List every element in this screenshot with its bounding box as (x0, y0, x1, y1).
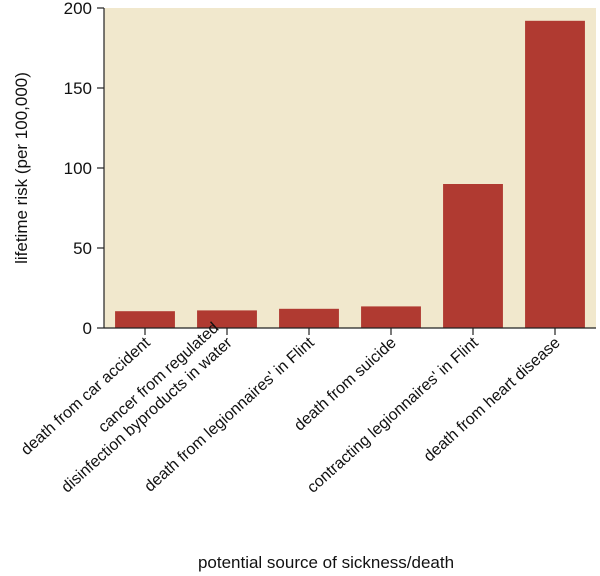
bar (279, 308, 339, 328)
bar (525, 20, 585, 329)
bar (361, 306, 421, 328)
bar (197, 310, 257, 328)
y-axis-label: lifetime risk (per 100,000) (12, 72, 31, 264)
plot-area (104, 8, 596, 328)
category-label: death from heart disease (421, 334, 564, 465)
y-tick-label: 100 (64, 159, 92, 178)
y-tick-label: 150 (64, 79, 92, 98)
x-axis-label: potential source of sickness/death (198, 553, 454, 572)
y-tick-label: 0 (83, 319, 92, 338)
x-ticks (144, 328, 556, 335)
bar (443, 184, 503, 328)
y-tick-label: 50 (73, 239, 92, 258)
y-tick-label: 200 (64, 0, 92, 18)
y-ticks: 0 50 100 150 200 (64, 0, 104, 338)
category-label: contracting legionnaires' in Flint (304, 334, 482, 497)
bars (115, 20, 585, 329)
bar (115, 311, 175, 328)
